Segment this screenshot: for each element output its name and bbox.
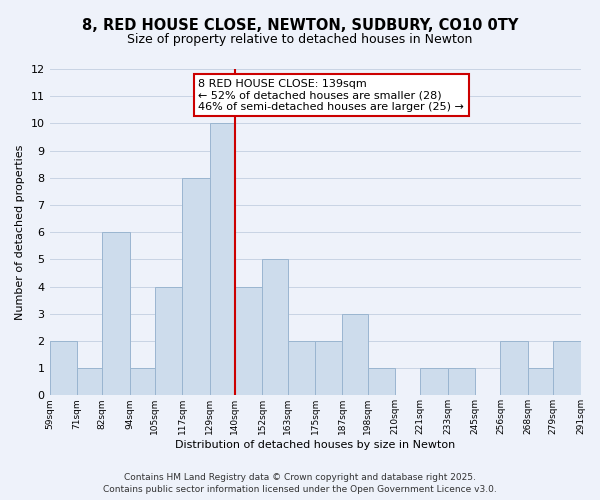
- Text: Size of property relative to detached houses in Newton: Size of property relative to detached ho…: [127, 32, 473, 46]
- Bar: [420, 368, 448, 396]
- Bar: [448, 368, 475, 396]
- Bar: [553, 341, 581, 396]
- Bar: [77, 368, 102, 396]
- Bar: [50, 341, 77, 396]
- Bar: [315, 341, 343, 396]
- Bar: [528, 368, 553, 396]
- Bar: [343, 314, 368, 396]
- Bar: [210, 124, 235, 396]
- Bar: [130, 368, 155, 396]
- Bar: [262, 260, 287, 396]
- Text: 8, RED HOUSE CLOSE, NEWTON, SUDBURY, CO10 0TY: 8, RED HOUSE CLOSE, NEWTON, SUDBURY, CO1…: [82, 18, 518, 32]
- Text: Contains HM Land Registry data © Crown copyright and database right 2025.
Contai: Contains HM Land Registry data © Crown c…: [103, 473, 497, 494]
- X-axis label: Distribution of detached houses by size in Newton: Distribution of detached houses by size …: [175, 440, 455, 450]
- Bar: [500, 341, 528, 396]
- Y-axis label: Number of detached properties: Number of detached properties: [15, 144, 25, 320]
- Bar: [102, 232, 130, 396]
- Bar: [287, 341, 315, 396]
- Bar: [155, 286, 182, 396]
- Text: 8 RED HOUSE CLOSE: 139sqm
← 52% of detached houses are smaller (28)
46% of semi-: 8 RED HOUSE CLOSE: 139sqm ← 52% of detac…: [198, 79, 464, 112]
- Bar: [368, 368, 395, 396]
- Bar: [235, 286, 262, 396]
- Bar: [182, 178, 210, 396]
